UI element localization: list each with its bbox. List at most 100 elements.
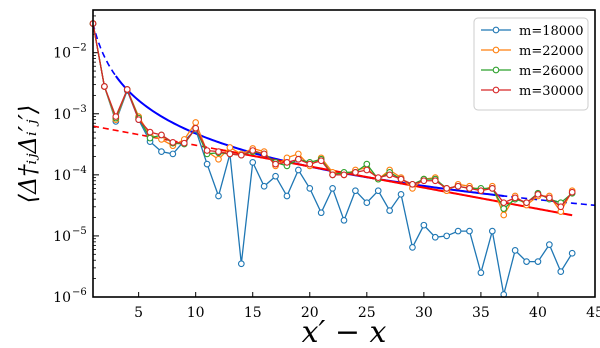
data-point xyxy=(226,144,234,151)
data-point xyxy=(203,160,211,168)
x-tick-label: 35 xyxy=(472,305,490,321)
y-tick-label: 10 xyxy=(53,229,71,245)
data-point xyxy=(488,185,496,192)
legend-marker xyxy=(492,26,500,34)
data-point xyxy=(340,216,348,224)
x-tick-label: 5 xyxy=(134,305,143,321)
data-point xyxy=(317,209,325,217)
fit-curve-solid xyxy=(115,75,504,197)
data-point xyxy=(352,168,359,176)
data-point xyxy=(363,199,371,207)
data-point xyxy=(454,182,462,190)
data-point xyxy=(317,157,325,165)
data-point xyxy=(477,269,485,277)
data-point xyxy=(295,155,302,163)
data-point xyxy=(466,227,473,235)
legend-box xyxy=(473,17,589,111)
data-point xyxy=(158,131,165,139)
data-point xyxy=(454,227,462,235)
data-point xyxy=(101,83,108,90)
data-point xyxy=(443,185,451,192)
x-tick-label: 20 xyxy=(301,305,319,321)
y-tick-exponent: −2 xyxy=(72,43,87,54)
x-tick-label: 40 xyxy=(529,305,547,321)
data-point xyxy=(329,185,336,192)
legend-label: m=22000 xyxy=(519,44,584,59)
series-m=30000 xyxy=(89,20,576,211)
data-point xyxy=(534,190,542,198)
data-point xyxy=(295,166,302,174)
data-point xyxy=(203,147,211,154)
data-point xyxy=(386,171,393,179)
data-point xyxy=(409,180,416,188)
data-point xyxy=(488,227,496,235)
data-point xyxy=(374,187,382,195)
x-tick-label: 25 xyxy=(358,305,376,321)
data-point xyxy=(192,124,200,132)
legend-marker xyxy=(492,46,500,54)
data-point xyxy=(306,185,314,192)
data-point xyxy=(546,194,553,202)
x-axis-label: x′ − x xyxy=(302,315,387,348)
y-tick-exponent: −3 xyxy=(72,104,87,115)
data-point xyxy=(523,258,530,265)
data-point xyxy=(306,160,314,168)
x-tick-label: 30 xyxy=(415,305,433,321)
plot-frame xyxy=(92,9,596,298)
x-tick-label: 10 xyxy=(187,305,205,321)
data-point xyxy=(374,174,382,181)
data-point xyxy=(215,148,222,155)
data-point xyxy=(249,159,257,166)
legend: m=18000 m=22000 m=26000 m=30000 xyxy=(473,17,589,111)
data-point xyxy=(237,260,245,268)
data-point xyxy=(420,221,428,229)
data-point xyxy=(272,172,279,180)
y-tick-label: 10 xyxy=(53,290,71,306)
legend-marker xyxy=(492,86,500,94)
data-point xyxy=(237,151,245,159)
data-point xyxy=(363,160,371,168)
data-point xyxy=(146,128,154,136)
data-point xyxy=(123,86,131,93)
data-point xyxy=(158,148,165,155)
y-tick-exponent: −5 xyxy=(72,226,87,237)
data-point xyxy=(169,150,177,158)
data-point xyxy=(260,182,268,190)
y-tick-label: 10 xyxy=(53,46,71,62)
data-point xyxy=(557,203,565,211)
data-point xyxy=(397,175,405,183)
data-point xyxy=(112,113,120,120)
data-point xyxy=(511,247,519,254)
data-point xyxy=(420,177,428,185)
data-point xyxy=(443,232,451,240)
y-axis-label: ⟨Δ†ᵢⱼΔᵢ′ⱼ′⟩ xyxy=(14,105,42,204)
data-point xyxy=(500,199,508,207)
data-point xyxy=(272,160,279,168)
data-point xyxy=(329,171,336,179)
data-point xyxy=(466,185,473,192)
x-tick-label: 15 xyxy=(244,305,262,321)
y-tick-label: 10 xyxy=(53,107,71,123)
data-point xyxy=(534,258,542,265)
data-point xyxy=(568,188,576,196)
data-point xyxy=(523,199,530,207)
data-point xyxy=(397,190,405,198)
data-point xyxy=(431,233,439,241)
data-point xyxy=(249,147,257,154)
y-tick-label: 10 xyxy=(53,168,71,184)
data-point xyxy=(363,166,371,174)
data-point xyxy=(431,177,439,185)
data-point xyxy=(477,187,485,195)
data-point xyxy=(546,241,553,248)
data-point xyxy=(557,268,565,276)
data-point xyxy=(283,159,291,166)
data-point xyxy=(146,134,154,142)
data-point xyxy=(500,211,508,219)
data-point xyxy=(352,187,359,195)
legend-label: m=18000 xyxy=(519,24,584,39)
data-point xyxy=(192,119,200,126)
data-point xyxy=(283,192,291,200)
x-tick-label: 45 xyxy=(586,305,600,321)
data-point xyxy=(135,116,142,124)
